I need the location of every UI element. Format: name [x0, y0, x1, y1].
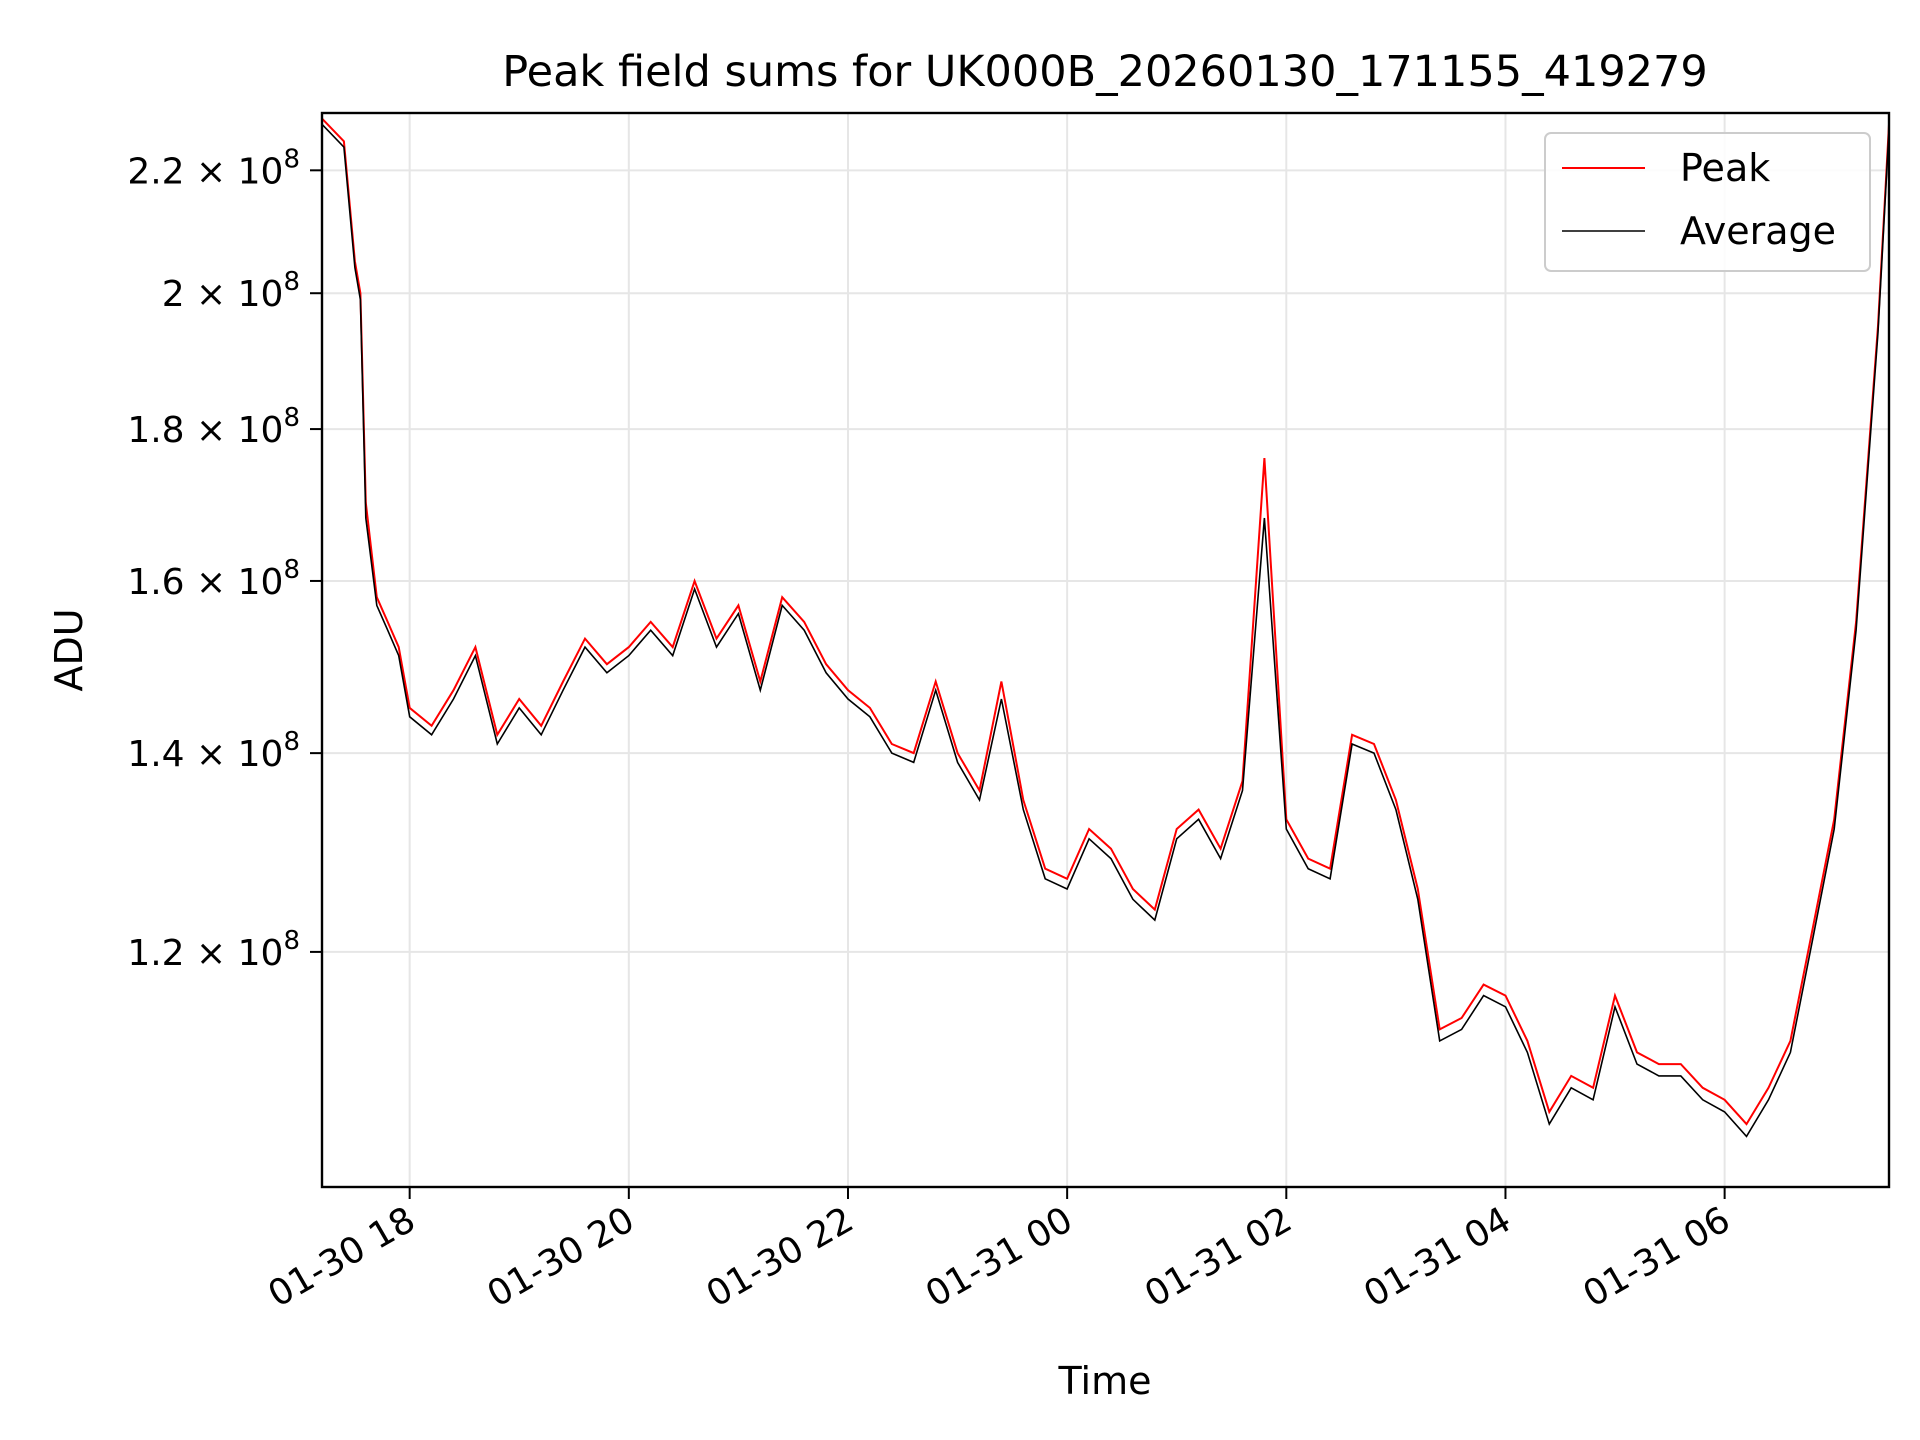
legend-label-peak: Peak: [1680, 146, 1770, 190]
plot-series: [321, 117, 1890, 1138]
plot-frame: [320, 111, 1891, 1189]
y-tick-label-4: 2 × 108: [162, 267, 300, 315]
grid-lines: [322, 113, 1889, 1187]
legend: Peak Average: [1544, 132, 1871, 272]
chart-title: Peak field sums for UK000B_20260130_1711…: [502, 47, 1708, 97]
y-tick-label-1: 1.4 × 108: [127, 727, 300, 775]
y-axis-ticks: 1.2 × 108 1.4 × 108 1.6 × 108 1.8 × 108 2 × …: [127, 144, 322, 974]
y-axis-label: ADU: [47, 608, 91, 691]
y-tick-label-3: 1.8 × 108: [127, 403, 300, 451]
y-tick-label-2: 1.6 × 108: [127, 555, 300, 603]
y-tick-label-0: 1.2 × 108: [127, 926, 300, 974]
legend-label-average: Average: [1680, 209, 1836, 253]
series-line-peak: [321, 117, 1890, 1126]
series-line-average: [321, 123, 1890, 1138]
x-axis-label: Time: [1058, 1359, 1152, 1403]
y-tick-label-5: 2.2 × 108: [127, 144, 300, 192]
